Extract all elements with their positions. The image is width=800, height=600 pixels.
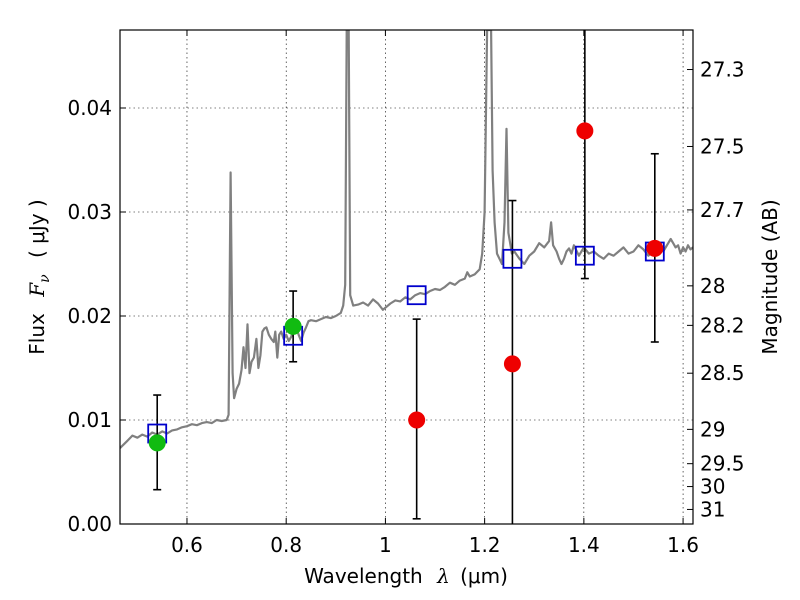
y2-tick-label: 27.3 [700, 58, 745, 82]
y2-tick-label: 28 [700, 274, 725, 298]
y-axis-label-unit: ( μJy ) [25, 199, 49, 258]
y2-tick-label: 27.5 [700, 134, 745, 158]
y-tick-label: 0.04 [67, 96, 112, 120]
non-detection-point [408, 411, 426, 429]
detection-point [148, 434, 166, 452]
plot-frame [119, 29, 694, 525]
markers [147, 122, 665, 452]
x-tick-label: 1.6 [667, 533, 699, 557]
y2-tick-label: 27.7 [700, 198, 745, 222]
y2-tick-label: 29.5 [700, 452, 745, 476]
y-axis-label-symbol: F [25, 282, 49, 298]
model-photometry-square [406, 285, 427, 306]
y2-axis-label: Magnitude (AB) [758, 199, 782, 354]
x-axis-label-symbol: λ [436, 564, 450, 588]
non-detection-point [646, 239, 664, 257]
x-tick-label: 1 [379, 533, 392, 557]
y2-tick-label: 28.5 [700, 361, 745, 385]
detection-point [284, 317, 302, 335]
y-tick-label: 0.03 [67, 200, 112, 224]
x-axis-label-text: Wavelength [304, 564, 423, 588]
x-tick-label: 0.8 [270, 533, 302, 557]
ticks: 0.6 0.8 1 1.2 1.4 1.6 0.00 0.01 0.02 0.03 0.04 27.3… [67, 30, 745, 557]
y-tick-label: 0.02 [67, 304, 112, 328]
y-tick-label: 0.00 [67, 512, 112, 536]
non-detection-point [503, 355, 521, 373]
model-photometry-square [574, 245, 595, 266]
y-axis-label-text: Flux [25, 313, 49, 355]
y-tick-label: 0.01 [67, 408, 112, 432]
y-axis-label-subscript: ν [37, 274, 53, 283]
y2-tick-label: 28.2 [700, 313, 745, 337]
y-axis-label: Flux Fν ( μJy ) [25, 199, 54, 354]
y2-tick-label: 30 [700, 475, 725, 499]
y2-tick-label: 31 [700, 497, 725, 521]
y2-tick-label: 29 [700, 417, 725, 441]
x-axis-label: Wavelength λ (μm) [304, 564, 508, 588]
model-photometry-square [502, 248, 523, 269]
x-tick-label: 1.2 [469, 533, 501, 557]
x-axis-label-unit: (μm) [460, 564, 508, 588]
x-tick-label: 0.6 [171, 533, 203, 557]
non-detection-point [576, 122, 594, 140]
x-tick-label: 1.4 [568, 533, 600, 557]
